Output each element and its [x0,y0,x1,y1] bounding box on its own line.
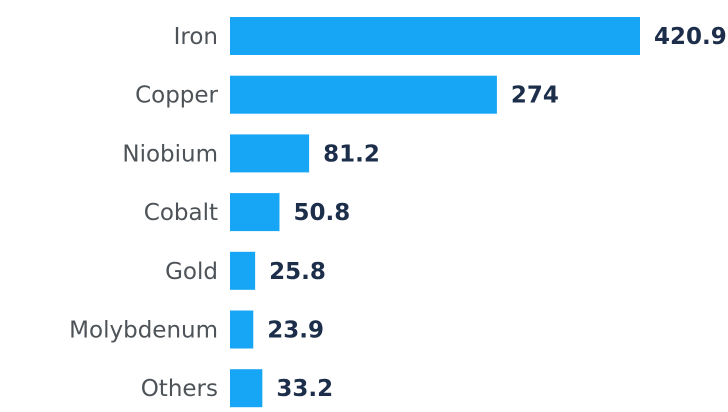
bar-iron [230,17,640,55]
category-label-niobium: Niobium [122,141,218,167]
category-label-copper: Copper [135,83,218,109]
bar-copper [230,75,497,114]
value-label-cobalt: 50.8 [293,200,350,226]
category-label-iron: Iron [174,24,218,50]
value-label-others: 33.2 [276,376,333,402]
value-label-copper: 274 [511,83,559,109]
bar-cobalt [230,193,280,232]
value-label-niobium: 81.2 [323,141,380,167]
bar-gold [230,251,256,290]
category-label-cobalt: Cobalt [144,200,218,226]
value-label-molybdenum: 23.9 [267,318,324,344]
bar-niobium [230,134,310,173]
bar-others [230,369,263,408]
category-label-gold: Gold [165,259,218,285]
bar-molybdenum [230,310,254,349]
category-label-others: Others [141,376,218,402]
value-label-iron: 420.9 [654,24,727,50]
value-label-gold: 25.8 [269,259,326,285]
category-label-molybdenum: Molybdenum [69,318,218,344]
